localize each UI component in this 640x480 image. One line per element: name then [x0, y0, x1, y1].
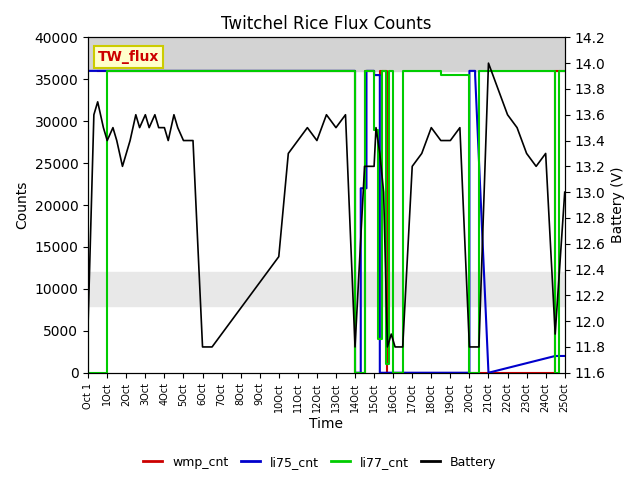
Bar — [88, 272, 564, 306]
X-axis label: Time: Time — [309, 418, 344, 432]
Legend: wmp_cnt, li75_cnt, li77_cnt, Battery: wmp_cnt, li75_cnt, li77_cnt, Battery — [138, 451, 502, 474]
Text: TW_flux: TW_flux — [98, 50, 159, 64]
Title: Twitchel Rice Flux Counts: Twitchel Rice Flux Counts — [221, 15, 432, 33]
Y-axis label: Counts: Counts — [15, 181, 29, 229]
Bar — [88, 37, 564, 71]
Y-axis label: Battery (V): Battery (V) — [611, 167, 625, 243]
